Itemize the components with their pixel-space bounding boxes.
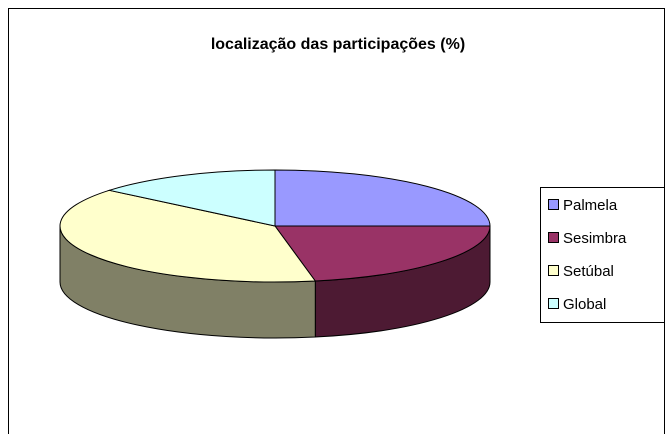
slice: [274, 169, 491, 227]
legend-label: Palmela: [563, 197, 618, 214]
slice: [107, 169, 276, 227]
slice: [274, 225, 491, 282]
chart-title: localização das participações (%): [211, 36, 465, 53]
slice: [59, 189, 317, 283]
legend-label: Setúbal: [563, 263, 614, 280]
legend-swatch: [548, 232, 559, 243]
legend-label: Global: [563, 296, 606, 313]
legend-swatch: [548, 265, 559, 276]
legend-label: Sesimbra: [563, 230, 627, 247]
legend-box: [540, 187, 665, 323]
legend-swatch: [548, 298, 559, 309]
legend-swatch: [548, 199, 559, 210]
